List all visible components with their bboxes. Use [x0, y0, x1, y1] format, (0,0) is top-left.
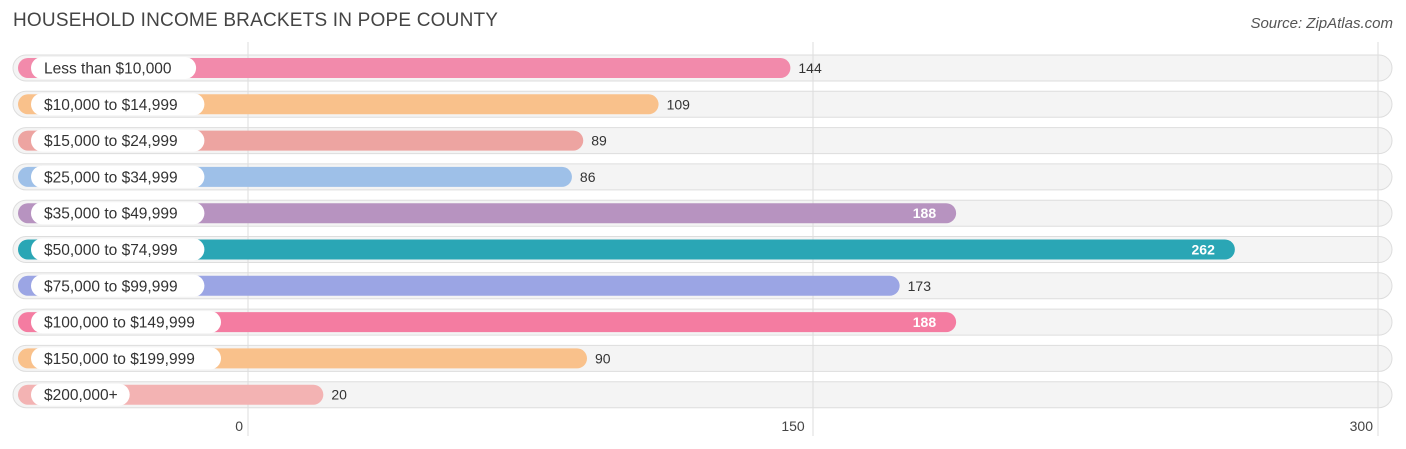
category-label-pill — [31, 129, 205, 152]
value-label: 109 — [667, 96, 691, 112]
bar — [18, 239, 1235, 260]
category-label-pill — [31, 57, 197, 79]
value-label: 90 — [595, 350, 611, 366]
category-label-pill — [31, 311, 221, 334]
category-label: $150,000 to $199,999 — [44, 351, 195, 368]
bar — [18, 275, 900, 296]
category-label-pill — [31, 165, 205, 188]
category-label-pill — [31, 347, 221, 370]
value-label: 188 — [913, 314, 937, 330]
value-label: 262 — [1192, 242, 1216, 258]
tick-label: 0 — [235, 418, 243, 434]
value-label: 173 — [908, 278, 932, 294]
category-label: $10,000 to $14,999 — [44, 97, 178, 114]
tick-label: 150 — [781, 418, 805, 434]
value-label: 86 — [580, 169, 596, 185]
tick-label: 300 — [1350, 418, 1374, 434]
bar — [18, 58, 791, 78]
row-background — [12, 381, 1393, 409]
category-label: $75,000 to $99,999 — [44, 278, 178, 295]
category-label: $100,000 to $149,999 — [44, 315, 195, 332]
category-label: $25,000 to $34,999 — [44, 169, 178, 186]
value-label: 188 — [913, 205, 937, 221]
category-label: $50,000 to $74,999 — [44, 242, 178, 259]
value-label: 89 — [591, 133, 607, 149]
bar — [18, 203, 957, 224]
category-label: $35,000 to $49,999 — [44, 206, 178, 223]
category-label-pill — [31, 202, 205, 225]
value-label: 144 — [798, 60, 822, 76]
value-label: 20 — [331, 387, 347, 403]
category-label-pill — [31, 93, 205, 116]
bar — [18, 312, 957, 333]
category-label: $15,000 to $24,999 — [44, 133, 178, 150]
category-label-pill — [31, 274, 205, 297]
chart-title: HOUSEHOLD INCOME BRACKETS IN POPE COUNTY — [13, 10, 499, 31]
category-label: $200,000+ — [44, 387, 118, 404]
category-label-pill — [31, 238, 205, 261]
category-label-pill — [31, 383, 130, 406]
source-attribution[interactable]: Source: ZipAtlas.com — [1250, 15, 1393, 32]
category-label: Less than $10,000 — [44, 61, 172, 78]
